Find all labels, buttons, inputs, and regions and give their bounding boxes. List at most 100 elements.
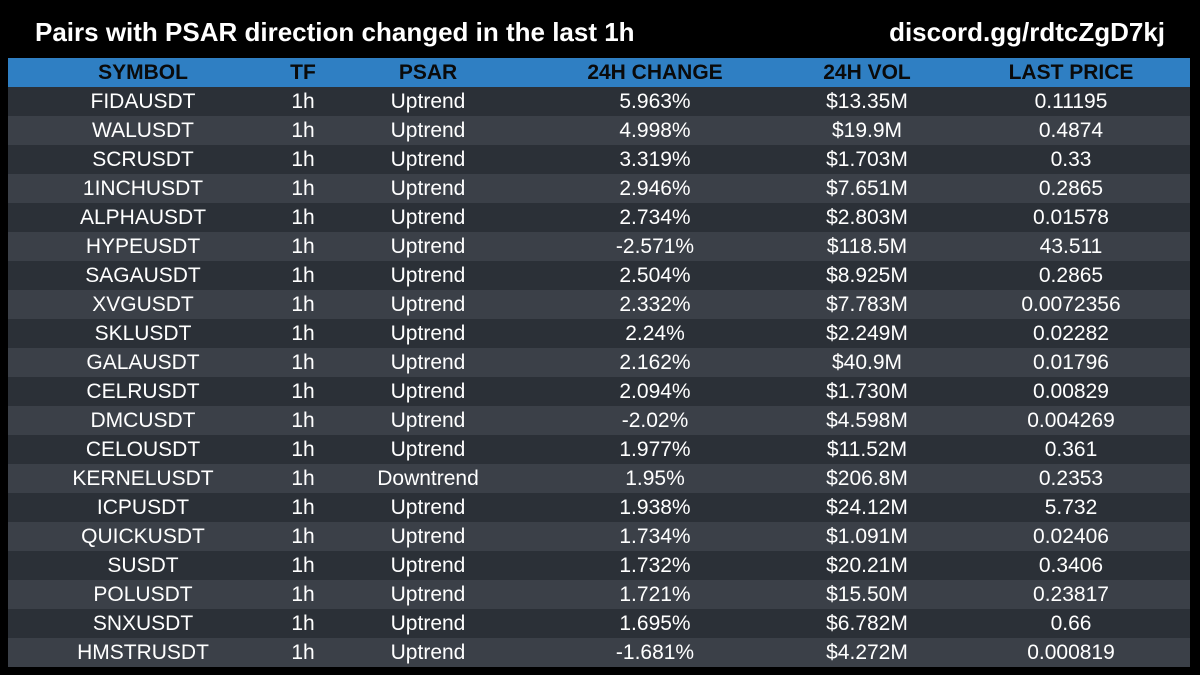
tf-cell: 1h [291, 321, 315, 345]
table-row: CELOUSDT 1h Uptrend 1.977% $11.52M 0.361 [8, 435, 1190, 464]
psar-cell: Uptrend [390, 292, 466, 316]
table-row: DMCUSDT 1h Uptrend -2.02% $4.598M 0.004269 [8, 406, 1190, 435]
psar-cell: Uptrend [390, 437, 466, 461]
price-cell: 0.2865 [1038, 263, 1104, 287]
change-cell: -2.02% [621, 408, 689, 432]
price-cell: 0.2353 [1038, 466, 1104, 490]
price-cell: 0.02282 [1033, 321, 1109, 345]
change-cell: 2.946% [619, 176, 691, 200]
vol-cell: $19.9M [831, 118, 903, 142]
vol-cell: $1.091M [826, 524, 908, 548]
vol-cell: $1.730M [826, 379, 908, 403]
table-row: SCRUSDT 1h Uptrend 3.319% $1.703M 0.33 [8, 145, 1190, 174]
psar-cell: Uptrend [390, 205, 466, 229]
symbol-cell: FIDAUSDT [90, 89, 196, 113]
tf-cell: 1h [291, 437, 315, 461]
change-cell: 2.24% [625, 321, 685, 345]
table-row: QUICKUSDT 1h Uptrend 1.734% $1.091M 0.02406 [8, 522, 1190, 551]
price-cell: 0.2865 [1038, 176, 1104, 200]
vol-cell: $6.782M [826, 611, 908, 635]
change-cell: 2.162% [619, 350, 691, 374]
tf-cell: 1h [291, 118, 315, 142]
change-cell: 1.938% [619, 495, 691, 519]
price-cell: 0.33 [1050, 147, 1092, 171]
tf-cell: 1h [291, 234, 315, 258]
tf-cell: 1h [291, 553, 315, 577]
vol-cell: $7.783M [826, 292, 908, 316]
symbol-cell: SUSDT [107, 553, 179, 577]
change-cell: 2.734% [619, 205, 691, 229]
table-row: SUSDT 1h Uptrend 1.732% $20.21M 0.3406 [8, 551, 1190, 580]
vol-cell: $4.272M [826, 640, 908, 664]
symbol-cell: HYPEUSDT [85, 234, 201, 258]
table-row: ALPHAUSDT 1h Uptrend 2.734% $2.803M 0.01578 [8, 203, 1190, 232]
symbol-cell: CELOUSDT [85, 437, 201, 461]
price-cell: 0.000819 [1027, 640, 1115, 664]
table-row: SAGAUSDT 1h Uptrend 2.504% $8.925M 0.2865 [8, 261, 1190, 290]
symbol-cell: XVGUSDT [92, 292, 194, 316]
table-body: FIDAUSDT 1h Uptrend 5.963% $13.35M 0.11195 WAL… [8, 87, 1190, 667]
tf-cell: 1h [291, 379, 315, 403]
symbol-cell: ICPUSDT [96, 495, 190, 519]
change-cell: 2.504% [619, 263, 691, 287]
table-row: XVGUSDT 1h Uptrend 2.332% $7.783M 0.0072356 [8, 290, 1190, 319]
table-row: KERNELUSDT 1h Downtrend 1.95% $206.8M 0.2353 [8, 464, 1190, 493]
psar-cell: Uptrend [390, 176, 466, 200]
symbol-cell: 1INCHUSDT [82, 176, 204, 200]
psar-cell: Uptrend [390, 524, 466, 548]
change-cell: 1.977% [619, 437, 691, 461]
table-header-row: SYMBOL TF PSAR 24H CHANGE 24H VOL LAST P… [8, 58, 1190, 87]
vol-cell: $2.249M [826, 321, 908, 345]
psar-cell: Uptrend [390, 263, 466, 287]
change-cell: 1.695% [619, 611, 691, 635]
symbol-cell: SCRUSDT [92, 147, 194, 171]
table-row: POLUSDT 1h Uptrend 1.721% $15.50M 0.23817 [8, 580, 1190, 609]
price-cell: 5.732 [1044, 495, 1098, 519]
price-cell: 0.02406 [1033, 524, 1109, 548]
psar-cell: Downtrend [377, 466, 479, 490]
psar-cell: Uptrend [390, 640, 466, 664]
change-cell: -1.681% [615, 640, 695, 664]
vol-cell: $206.8M [826, 466, 908, 490]
table-row: FIDAUSDT 1h Uptrend 5.963% $13.35M 0.11195 [8, 87, 1190, 116]
column-header-24h-vol: 24H VOL [823, 60, 911, 84]
vol-cell: $4.598M [826, 408, 908, 432]
price-cell: 0.11195 [1034, 89, 1108, 113]
change-cell: -2.571% [615, 234, 695, 258]
psar-cell: Uptrend [390, 118, 466, 142]
price-cell: 0.004269 [1027, 408, 1115, 432]
change-cell: 1.95% [625, 466, 685, 490]
psar-cell: Uptrend [390, 89, 466, 113]
price-cell: 0.01796 [1033, 350, 1109, 374]
change-cell: 2.094% [619, 379, 691, 403]
table-row: CELRUSDT 1h Uptrend 2.094% $1.730M 0.00829 [8, 377, 1190, 406]
price-cell: 0.66 [1050, 611, 1092, 635]
symbol-cell: QUICKUSDT [81, 524, 205, 548]
page-title: Pairs with PSAR direction changed in the… [35, 17, 635, 47]
price-cell: 0.23817 [1033, 582, 1109, 606]
tf-cell: 1h [291, 176, 315, 200]
table-row: WALUSDT 1h Uptrend 4.998% $19.9M 0.4874 [8, 116, 1190, 145]
discord-link[interactable]: discord.gg/rdtcZgD7kj [889, 17, 1165, 47]
change-cell: 4.998% [619, 118, 691, 142]
symbol-cell: SNXUSDT [92, 611, 194, 635]
tf-cell: 1h [291, 147, 315, 171]
vol-cell: $13.35M [826, 89, 908, 113]
vol-cell: $20.21M [826, 553, 908, 577]
change-cell: 1.721% [619, 582, 691, 606]
psar-cell: Uptrend [390, 147, 466, 171]
pairs-table: SYMBOL TF PSAR 24H CHANGE 24H VOL LAST P… [8, 58, 1190, 667]
change-cell: 1.732% [619, 553, 691, 577]
vol-cell: $118.5M [826, 234, 908, 258]
tf-cell: 1h [291, 582, 315, 606]
psar-cell: Uptrend [390, 379, 466, 403]
psar-cell: Uptrend [390, 553, 466, 577]
tf-cell: 1h [291, 640, 315, 664]
vol-cell: $11.52M [826, 437, 908, 461]
vol-cell: $40.9M [831, 350, 903, 374]
table-row: SKLUSDT 1h Uptrend 2.24% $2.249M 0.02282 [8, 319, 1190, 348]
symbol-cell: CELRUSDT [86, 379, 200, 403]
table-row: 1INCHUSDT 1h Uptrend 2.946% $7.651M 0.2865 [8, 174, 1190, 203]
symbol-cell: ALPHAUSDT [79, 205, 207, 229]
tf-cell: 1h [291, 350, 315, 374]
